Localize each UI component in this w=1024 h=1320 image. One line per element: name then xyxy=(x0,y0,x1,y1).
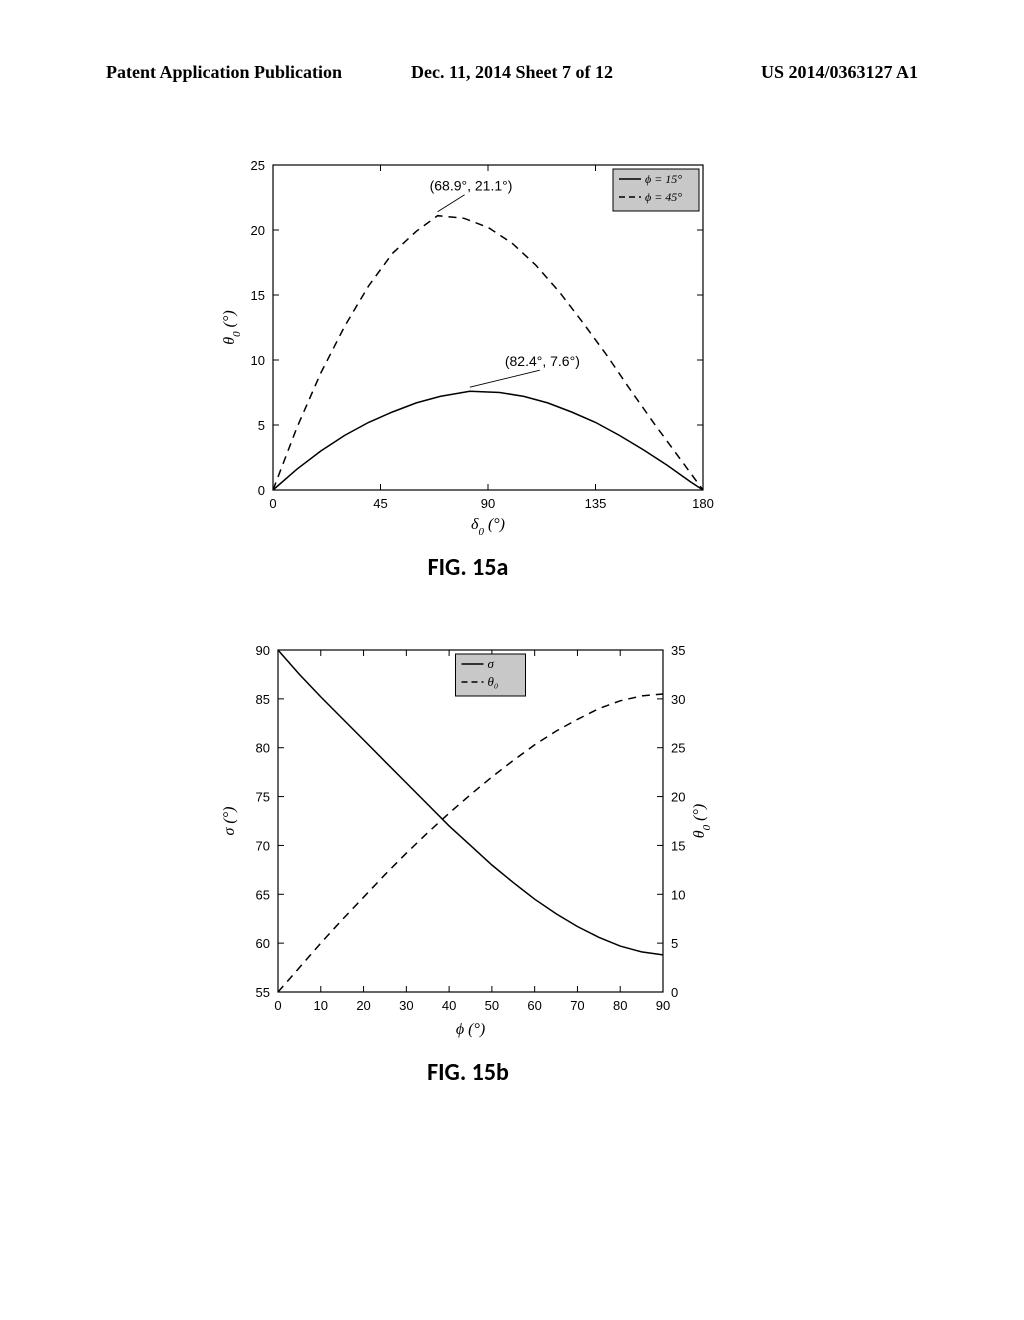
svg-text:60: 60 xyxy=(527,998,541,1013)
svg-text:90: 90 xyxy=(481,496,495,511)
svg-text:θ₀: θ₀ xyxy=(488,674,499,689)
svg-text:5: 5 xyxy=(671,936,678,951)
svg-text:35: 35 xyxy=(671,643,685,658)
fig-label-15b: FIG. 15b xyxy=(218,1058,718,1087)
svg-text:180: 180 xyxy=(692,496,714,511)
svg-text:70: 70 xyxy=(256,838,270,853)
svg-text:30: 30 xyxy=(399,998,413,1013)
chart-15a: 0 45 90 135 180 0 5 10 15 20 25 δ0 (°) θ0 (°) (68.9°,… xyxy=(218,155,718,535)
svg-text:5: 5 xyxy=(258,418,265,433)
svg-text:ϕ = 45°: ϕ = 45° xyxy=(645,190,682,204)
svg-text:30: 30 xyxy=(671,692,685,707)
svg-text:σ (°): σ (°) xyxy=(221,807,238,836)
svg-text:45: 45 xyxy=(373,496,387,511)
svg-text:80: 80 xyxy=(613,998,627,1013)
header-left: Patent Application Publication xyxy=(0,62,411,83)
svg-text:25: 25 xyxy=(671,741,685,756)
svg-text:75: 75 xyxy=(256,790,270,805)
svg-text:40: 40 xyxy=(442,998,456,1013)
svg-text:135: 135 xyxy=(585,496,607,511)
svg-text:20: 20 xyxy=(251,223,265,238)
svg-text:55: 55 xyxy=(256,985,270,1000)
header-right: US 2014/0363127 A1 xyxy=(613,62,1024,83)
svg-text:0: 0 xyxy=(269,496,276,511)
svg-text:σ: σ xyxy=(488,656,495,671)
svg-text:ϕ (°): ϕ (°) xyxy=(456,1021,485,1038)
svg-text:90: 90 xyxy=(256,643,270,658)
page-header: Patent Application Publication Dec. 11, … xyxy=(0,62,1024,83)
svg-text:(82.4°, 7.6°): (82.4°, 7.6°) xyxy=(505,353,580,369)
figure-15a: 0 45 90 135 180 0 5 10 15 20 25 δ0 (°) θ0 (°) (68.9°,… xyxy=(218,155,718,582)
figure-15b: 0102030405060708090556065707580859005101… xyxy=(218,640,718,1087)
svg-text:0: 0 xyxy=(671,985,678,1000)
svg-text:70: 70 xyxy=(570,998,584,1013)
svg-text:25: 25 xyxy=(251,158,265,173)
svg-text:δ0 (°): δ0 (°) xyxy=(471,516,505,535)
svg-text:60: 60 xyxy=(256,936,270,951)
svg-text:20: 20 xyxy=(356,998,370,1013)
svg-text:10: 10 xyxy=(671,887,685,902)
svg-text:15: 15 xyxy=(251,288,265,303)
svg-text:20: 20 xyxy=(671,790,685,805)
svg-text:85: 85 xyxy=(256,692,270,707)
chart-15b: 0102030405060708090556065707580859005101… xyxy=(218,640,718,1040)
svg-text:10: 10 xyxy=(251,353,265,368)
svg-text:0: 0 xyxy=(258,483,265,498)
svg-text:10: 10 xyxy=(314,998,328,1013)
header-center: Dec. 11, 2014 Sheet 7 of 12 xyxy=(411,62,613,83)
svg-text:90: 90 xyxy=(656,998,670,1013)
svg-text:ϕ = 15°: ϕ = 15° xyxy=(645,172,682,186)
svg-text:65: 65 xyxy=(256,887,270,902)
svg-text:(68.9°, 21.1°): (68.9°, 21.1°) xyxy=(430,178,513,194)
fig-label-15a: FIG. 15a xyxy=(218,553,718,582)
svg-text:80: 80 xyxy=(256,741,270,756)
svg-text:θ0 (°): θ0 (°) xyxy=(221,310,243,344)
svg-text:15: 15 xyxy=(671,838,685,853)
svg-text:50: 50 xyxy=(485,998,499,1013)
svg-text:0: 0 xyxy=(274,998,281,1013)
svg-text:θ0 (°): θ0 (°) xyxy=(691,804,713,838)
